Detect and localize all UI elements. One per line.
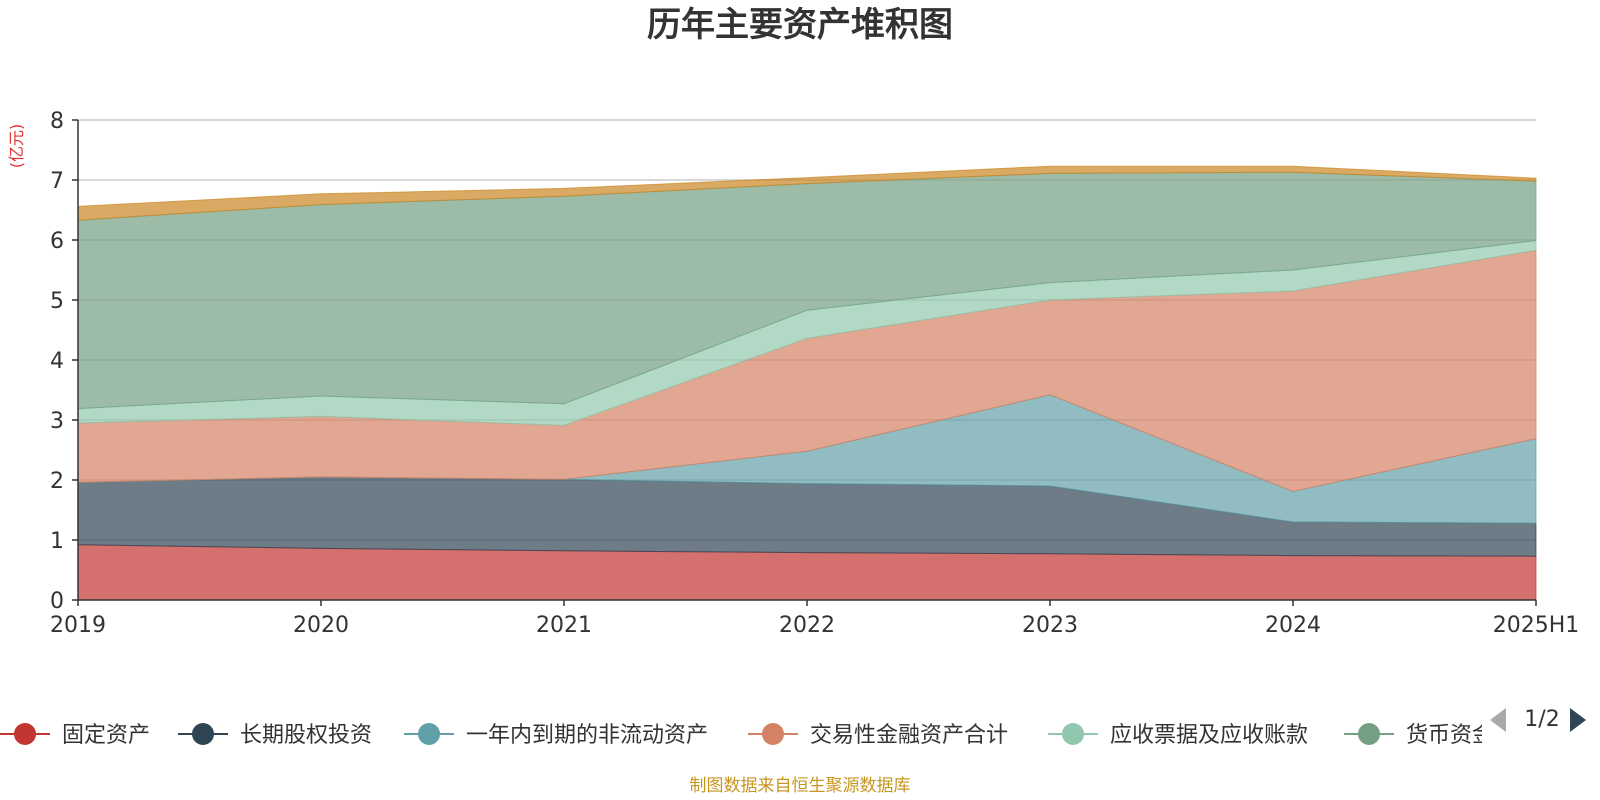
legend-label: 一年内到期的非流动资产: [466, 723, 708, 748]
legend-label: 应收票据及应收账款: [1110, 723, 1308, 748]
legend-label: 货币资金: [1406, 723, 1494, 748]
legend-label: 长期股权投资: [240, 723, 372, 748]
y-tick-label: 5: [50, 289, 64, 314]
x-tick-label: 2021: [536, 613, 592, 638]
y-tick-label: 4: [50, 349, 64, 374]
data-source-note: 制图数据来自恒生聚源数据库: [690, 776, 911, 796]
legend-pager: 1/2: [1490, 707, 1586, 732]
y-tick-label: 6: [50, 229, 64, 254]
legend-item[interactable]: 固定资产: [0, 723, 150, 748]
legend-marker: [762, 723, 784, 745]
triangle-right-icon[interactable]: [1570, 708, 1586, 732]
y-tick-label: 7: [50, 169, 64, 194]
legend-page-indicator: 1/2: [1524, 707, 1559, 732]
legend-marker: [1062, 723, 1084, 745]
x-tick-label: 2020: [293, 613, 349, 638]
legend-item[interactable]: 长期股权投资: [178, 723, 372, 748]
area-series-group: [77, 165, 1537, 601]
legend-marker: [192, 723, 214, 745]
legend-item[interactable]: 一年内到期的非流动资产: [404, 723, 708, 748]
y-tick-label: 1: [50, 529, 64, 554]
x-tick-label: 2023: [1022, 613, 1078, 638]
legend-label: 交易性金融资产合计: [810, 723, 1008, 748]
x-tick-label: 2019: [50, 613, 106, 638]
legend-item[interactable]: 应收票据及应收账款: [1048, 723, 1308, 748]
legend-marker: [1358, 723, 1380, 745]
legend-item[interactable]: 交易性金融资产合计: [748, 723, 1008, 748]
y-tick-label: 2: [50, 469, 64, 494]
legend-item[interactable]: 货币资金: [1344, 723, 1494, 748]
x-tick-label: 2025H1: [1493, 613, 1580, 638]
legend: 固定资产 长期股权投资 一年内到期的非流动资产 交易性金融资产合计 应收票据及应收账款 货…: [0, 723, 1494, 748]
y-tick-label: 0: [50, 589, 64, 614]
x-tick-label: 2022: [779, 613, 835, 638]
area-series-other: [77, 165, 1537, 221]
triangle-left-icon[interactable]: [1490, 708, 1506, 732]
legend-marker: [14, 723, 36, 745]
axes: 0 1 2 3 4 5 6 7 8 2019 2020 2021 2022 2023 2024 2025H1: [50, 109, 1579, 638]
chart-title: 历年主要资产堆积图: [647, 5, 953, 45]
legend-label: 固定资产: [62, 723, 150, 748]
y-axis-unit-label: (亿元): [7, 124, 26, 169]
legend-marker: [418, 723, 440, 745]
y-tick-label: 3: [50, 409, 64, 434]
y-tick-label: 8: [50, 109, 64, 134]
x-tick-label: 2024: [1265, 613, 1321, 638]
legend-items: 固定资产 长期股权投资 一年内到期的非流动资产 交易性金融资产合计 应收票据及应收账款 货…: [0, 723, 1494, 748]
